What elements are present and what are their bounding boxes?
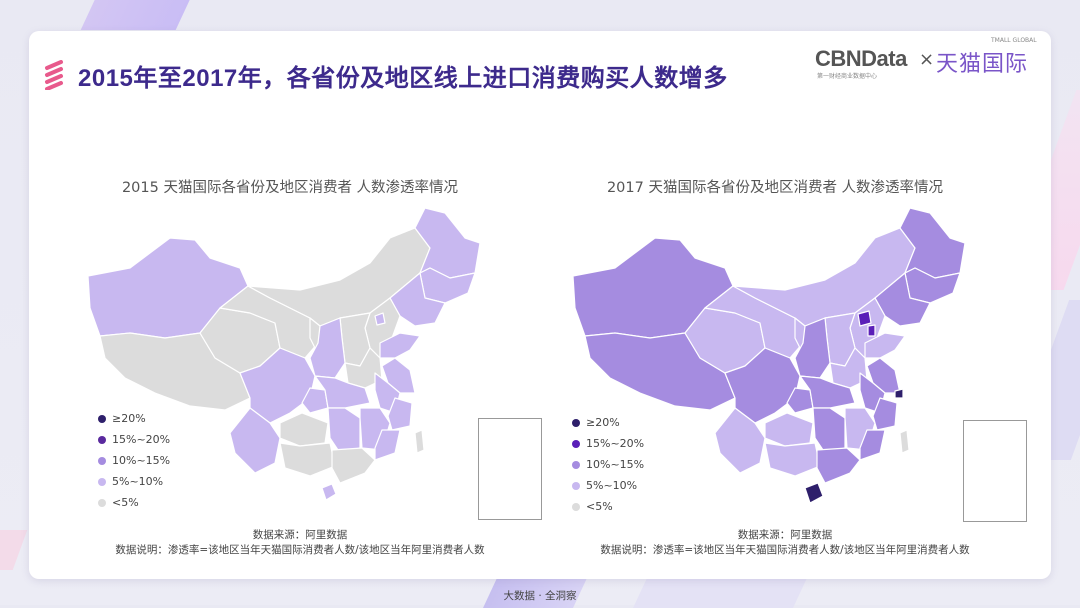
region-beijing: [857, 310, 872, 327]
region-hunan: [812, 407, 846, 454]
data-source: 数据来源：阿里数据: [737, 529, 833, 541]
legend-item: <5%: [572, 496, 644, 517]
legend-dot-icon: [98, 498, 106, 507]
region-fujian: [859, 429, 886, 461]
region-guangdong: [331, 447, 376, 484]
region-hubei: [314, 375, 371, 409]
map-2015: 2015 天猫国际各省份及地区消费者 人数渗透率情况: [70, 176, 542, 556]
region-fujian: [374, 429, 401, 461]
legend-dot-icon: [98, 456, 106, 465]
bg-decoration: [0, 530, 28, 570]
legend-dot-icon: [98, 477, 106, 486]
legend-item: <5%: [98, 492, 170, 513]
map-2017: 2017 天猫国际各省份及地区消费者 人数渗透率情况: [555, 176, 1027, 556]
map-title: 2017 天猫国际各省份及地区消费者 人数渗透率情况: [606, 180, 944, 196]
legend-item: 5%~10%: [572, 475, 644, 496]
bg-decoration: [80, 0, 195, 30]
cbndata-logo: CBNData: [815, 46, 907, 71]
cbndata-subtitle: 第一财经商业数据中心: [817, 73, 878, 80]
region-hubei: [799, 375, 856, 409]
legend-item: 5%~10%: [98, 471, 170, 492]
region-beijing: [374, 312, 386, 326]
legend-item: 10%~15%: [98, 450, 170, 471]
legend-item: ≥20%: [98, 408, 170, 429]
legend-dot-icon: [572, 481, 580, 490]
legend-dot-icon: [572, 418, 580, 427]
data-source: 数据来源：阿里数据: [252, 529, 348, 541]
region-liaoning: [874, 272, 931, 327]
tmall-subtitle: TMALL GLOBAL: [991, 37, 1037, 44]
legend-dot-icon: [98, 414, 106, 423]
south-china-sea-inset: [478, 418, 542, 520]
region-guangxi: [764, 442, 821, 477]
region-guangxi: [279, 442, 336, 477]
region-tianjin: [867, 324, 876, 337]
legend-item: 15%~20%: [98, 429, 170, 450]
region-guangdong: [816, 447, 861, 484]
legend-dot-icon: [572, 502, 580, 511]
source-note-2015: 数据来源：阿里数据 数据说明：渗透率=该地区当年天猫国际消费者人数/该地区当年阿…: [70, 528, 530, 558]
legend-dot-icon: [98, 435, 106, 444]
legend-item: ≥20%: [572, 412, 644, 433]
map-title: 2015 天猫国际各省份及地区消费者 人数渗透率情况: [121, 180, 459, 196]
legend-2017: ≥20% 15%~20% 10%~15% 5%~10% <5%: [572, 412, 644, 517]
region-hunan: [327, 407, 361, 454]
legend-dot-icon: [572, 460, 580, 469]
legend-item: 15%~20%: [572, 433, 644, 454]
region-chongqing: [786, 387, 814, 414]
footer-tagline: 大数据 · 全洞察: [503, 590, 577, 602]
data-description: 数据说明：渗透率=该地区当年天猫国际消费者人数/该地区当年阿里消费者人数: [115, 544, 485, 556]
region-yunnan: [714, 407, 766, 474]
legend-item: 10%~15%: [572, 454, 644, 475]
region-zhejiang: [387, 397, 413, 431]
legend-dot-icon: [572, 439, 580, 448]
region-hainan: [804, 482, 824, 504]
region-zhejiang: [872, 397, 898, 431]
region-chongqing: [301, 387, 329, 414]
source-note-2017: 数据来源：阿里数据 数据说明：渗透率=该地区当年天猫国际消费者人数/该地区当年阿…: [555, 528, 1015, 558]
tmall-logo: 天猫国际: [936, 52, 1029, 77]
region-guizhou: [764, 412, 814, 447]
region-yunnan: [229, 407, 281, 474]
legend-2015: ≥20% 15%~20% 10%~15% 5%~10% <5%: [98, 408, 170, 513]
region-shanghai: [894, 388, 904, 399]
page-title: 2015年至2017年，各省份及地区线上进口消费购买人数增多: [78, 65, 728, 92]
china-map-2017: [572, 207, 966, 504]
south-china-sea-inset: [963, 420, 1027, 522]
region-taiwan: [899, 429, 910, 454]
stripes-icon: [45, 60, 63, 90]
china-map-2015: [87, 207, 481, 501]
region-taiwan: [414, 429, 425, 454]
region-guizhou: [279, 412, 329, 447]
region-liaoning: [389, 272, 446, 327]
logo-separator: ×: [919, 49, 935, 70]
region-hainan: [321, 483, 337, 501]
brand-logo: CBNData 第一财经商业数据中心 × 天猫国际 TMALL GLOBAL: [815, 37, 1040, 82]
data-description: 数据说明：渗透率=该地区当年天猫国际消费者人数/该地区当年阿里消费者人数: [600, 544, 970, 556]
